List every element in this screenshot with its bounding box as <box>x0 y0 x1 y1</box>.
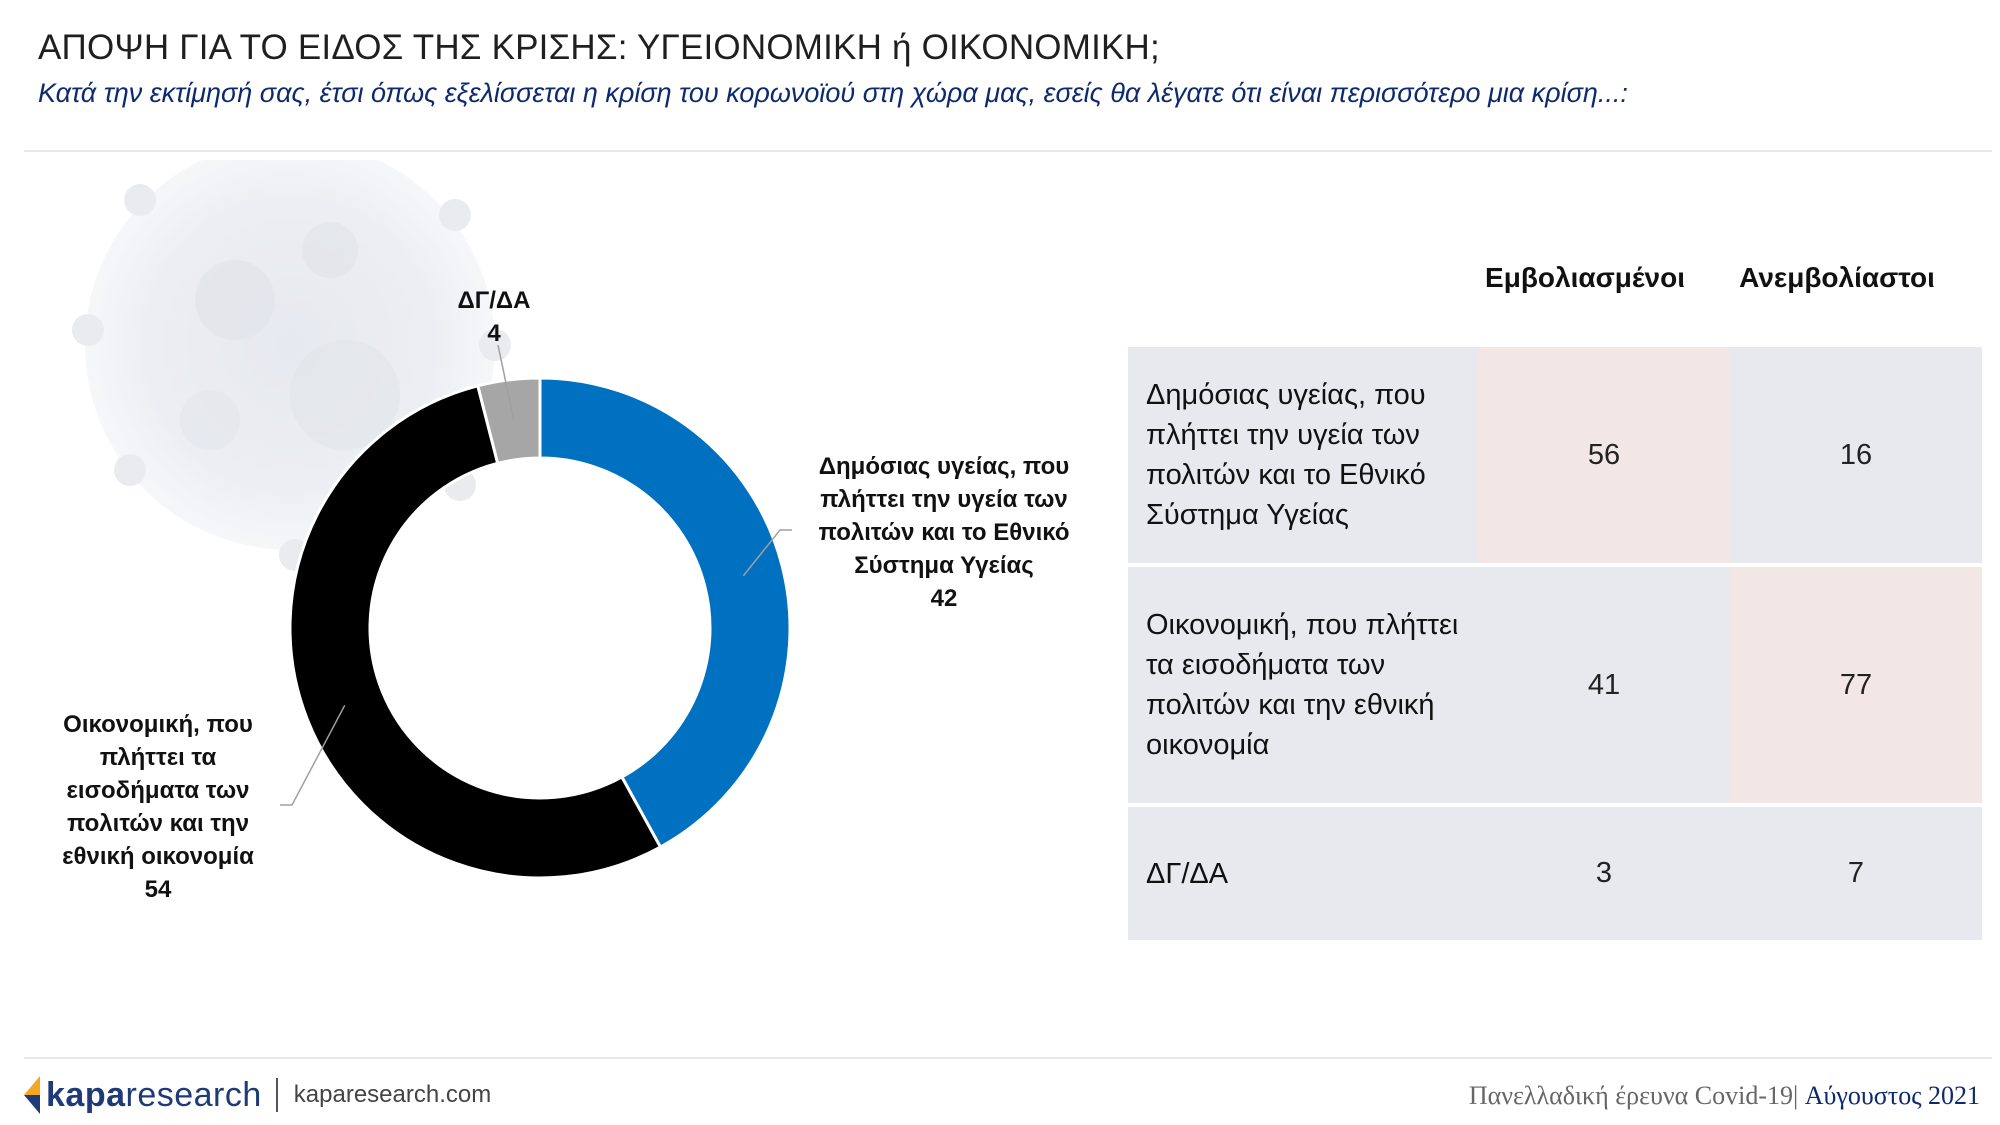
cell-economic-unvaccinated: 77 <box>1730 567 1982 803</box>
page-title: ΑΠΟΨΗ ΓΙΑ ΤΟ ΕΙΔΟΣ ΤΗΣ ΚΡΙΣΗΣ: ΥΓΕΙΟΝΟΜΙ… <box>38 28 1160 67</box>
column-header-unvaccinated: Ανεμβολίαστοι <box>1739 262 1935 293</box>
virus-illustration <box>72 160 511 571</box>
page-subtitle: Κατά την εκτίμησή σας, έτσι όπως εξελίσσ… <box>38 78 1628 108</box>
row-label-dk: ΔΓ/ΔΑ <box>1128 807 1478 940</box>
slice-health-label: Δημόσιας υγείας, που πλήττει την υγεία τω… <box>818 453 1069 612</box>
donut-slices <box>288 376 792 880</box>
cell-economic-vaccinated: 41 <box>1478 567 1730 803</box>
website-url: kaparesearch.com <box>293 1081 492 1108</box>
slice-health-leader-line <box>742 529 792 577</box>
column-header-vaccinated: Εμβολιασμένοι <box>1485 262 1685 293</box>
donut-labels: Δημόσιας υγείας, που πλήττει την υγεία τω… <box>62 287 1069 903</box>
logo-wordmark: kaparesearch <box>46 1075 262 1114</box>
kapa-research-logo: kaparesearch kaparesearch.com <box>24 1075 491 1115</box>
slice-dk <box>476 376 542 466</box>
cell-health-unvaccinated: 16 <box>1730 347 1982 563</box>
logo-separator <box>275 1078 278 1112</box>
kapa-logo-icon <box>24 1076 40 1114</box>
slice-health <box>538 376 792 850</box>
slice-dk-label: ΔΓ/ΔΑ 4 <box>458 287 531 347</box>
header-divider <box>24 150 1992 152</box>
survey-footer: Πανελλαδική έρευνα Covid-19| Αύγουστος 2… <box>1468 1081 1980 1110</box>
row-label-health: Δημόσιας υγείας, που πλήττει την υγεία τ… <box>1128 347 1478 563</box>
cell-dk-vaccinated: 3 <box>1478 807 1730 940</box>
row-label-economic: Οικονομική, που πλήττει τα εισοδήματα τω… <box>1128 567 1478 803</box>
slice-economic <box>288 384 663 880</box>
donut-chart: Δημόσιας υγείας, που πλήττει την υγεία τω… <box>62 160 1070 903</box>
slice-economic-label: Οικονομική, που πλήττει τα εισοδήματα των π… <box>62 711 254 903</box>
slice-dk-leader-line <box>497 344 515 420</box>
slice-economic-leader-line <box>280 704 346 806</box>
cell-dk-unvaccinated: 7 <box>1730 807 1982 940</box>
cell-health-vaccinated: 56 <box>1478 347 1730 563</box>
footer-divider <box>24 1057 1992 1059</box>
